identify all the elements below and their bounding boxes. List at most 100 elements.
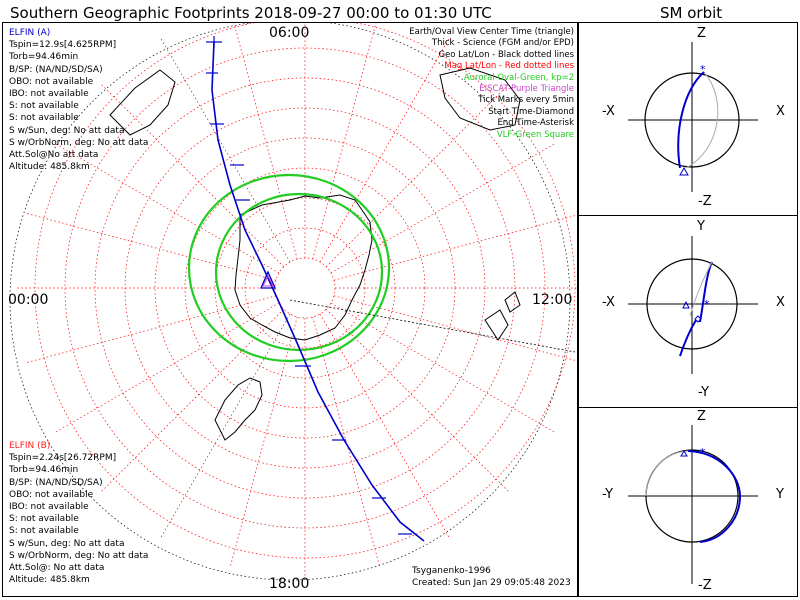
start-diamond [694,315,702,323]
end-asterisk: * [700,446,706,459]
elfin-b-line: Altitude: 485.8km [9,575,90,586]
mag-grid-radial-line [330,142,557,274]
start-triangle [682,300,690,309]
elfin-b-line: Torb=94.46min [9,465,79,476]
view-center-triangle [260,270,276,289]
south-america-coastline [214,377,263,441]
mag-grid-radial-line [333,295,577,362]
mag-grid-radial-line [325,82,511,268]
panel3-bottom-label: -Z [698,578,712,593]
model-label: Tsyganenko-1996 [412,566,491,576]
elfin-a-footprint-track [211,41,425,542]
mag-grid-radial-line [159,313,291,540]
legend-item: Tick Marks every 5min [478,95,574,106]
elfin-a-line: IBO: not available [9,89,89,100]
orbit-far-side [645,450,689,497]
mag-grid-radial-line [159,36,291,263]
legend-item: Thick - Science (FGM and/or EPD) [431,38,574,49]
elfin-b-line: S: not available [9,526,79,537]
time-label-top: 06:00 [269,25,310,41]
panel1-right-label: X [776,104,785,119]
elfin-b-name: ELFIN (B) [9,441,51,451]
time-label-bottom: 18:00 [269,576,310,592]
elfin-b-line: Tspin=2.24s[26.72RPM] [9,453,117,464]
start-triangle [679,166,689,176]
mag-grid-radial-line [233,23,298,260]
mag-grid-radial-line [99,308,285,494]
time-label-right: 12:00 [532,292,573,308]
elfin-a-line: S: not available [9,113,79,124]
geo-meridian-line [289,299,576,353]
elfin-a-line: S w/OrbNorm, deg: No att data [9,137,149,148]
orbit-panel-xz: * [628,42,758,192]
elfin-a-line: OBO: not available [9,76,94,87]
map-frame [2,22,578,597]
orbit-title: SM orbit [660,4,723,22]
elfin-a-line: Tspin=12.9s[4.625RPM] [9,40,117,51]
orbit-near-side [687,450,742,543]
legend-item: EISCAT-Purple Triangle [479,84,574,95]
elfin-b-line: S w/Sun, deg: No att data [9,538,125,549]
elfin-b-line: B/SP: (NA/ND/SD/SA) [9,477,103,488]
start-triangle [680,450,688,457]
antarctica-coastline [234,194,373,341]
map-legend: Earth/Oval View Center Time (triangle) T… [409,27,574,141]
mag-grid-radial-line [319,313,451,540]
panel3-top-label: Z [697,409,706,424]
mag-grid-radial-line [24,212,277,281]
mag-grid-radial-line [229,316,298,569]
orbit-panel-yz: * [628,425,758,584]
mag-grid-radial-line [53,142,280,274]
legend-item: End Time-Asterisk [497,118,574,129]
australia-coastline [439,67,521,131]
end-asterisk: * [700,63,706,76]
elfin-a-line: Torb=94.46min [9,52,79,63]
mag-grid-radial-line [333,214,577,281]
panel2-right-label: X [776,295,785,310]
legend-item: Mag Lat/Lon - Red dotted lines [444,61,574,72]
elfin-b-info: ELFIN (B) Tspin=2.24s[26.72RPM] Torb=94.… [9,440,148,586]
mag-grid-radial-line [325,308,511,494]
legend-item: Auroral Oval-Green, kp=2 [463,72,574,83]
elfin-a-line: S w/Sun, deg: No att data [9,125,125,136]
auroral-oval-outer [187,173,391,363]
auroral-oval-inner [214,192,384,352]
mag-grid-radial-line [312,316,381,569]
orbit-track [679,319,697,357]
new-zealand-coastline [484,291,521,341]
mag-grid-radial-line [319,36,451,263]
geo-grid [9,23,571,581]
legend-item: Start Time-Diamond [488,106,574,117]
elfin-a-tick-marks [206,36,412,535]
elfin-a-line: B/SP: (NA/ND/SD/SA) [9,64,103,75]
end-asterisk: * [704,298,710,311]
elfin-a-line: Att.Sol@No att data [9,150,99,161]
panel2-top-label: Y [697,219,705,234]
panel2-left-label: -X [602,295,615,310]
time-label-left: 00:00 [8,292,49,308]
orbit-track [699,261,713,323]
mag-grid-radial-line [312,23,377,260]
panel3-right-label: Y [776,487,784,502]
eiscat-triangle [262,274,274,287]
elfin-a-name: ELFIN (A) [9,28,51,38]
panel1-bottom-label: -Z [698,194,712,209]
orbit-panel-frame-3 [578,407,798,597]
mag-grid-radials [15,23,577,578]
mag-grid-radial-line [53,302,280,434]
legend-item: Earth/Oval View Center Time (triangle) [409,27,574,37]
elfin-a-line: Altitude: 485.8km [9,162,90,173]
elfin-b-line: S w/OrbNorm, deg: No att data [9,550,149,561]
orbit-near-side [677,71,705,169]
elfin-a-info: ELFIN (A) Tspin=12.9s[4.625RPM] Torb=94.… [9,27,148,173]
mag-grid-radial-line [99,82,285,268]
elfin-a-line: S: not available [9,101,79,112]
panel2-bottom-label: -Y [698,385,710,400]
panel3-left-label: -Y [602,487,614,502]
panel1-left-label: -X [602,104,615,119]
orbit-far-side [685,71,719,169]
plot-title: Southern Geographic Footprints 2018-09-2… [10,4,492,22]
legend-item: Geo Lat/Lon - Black dotted lines [438,49,574,60]
